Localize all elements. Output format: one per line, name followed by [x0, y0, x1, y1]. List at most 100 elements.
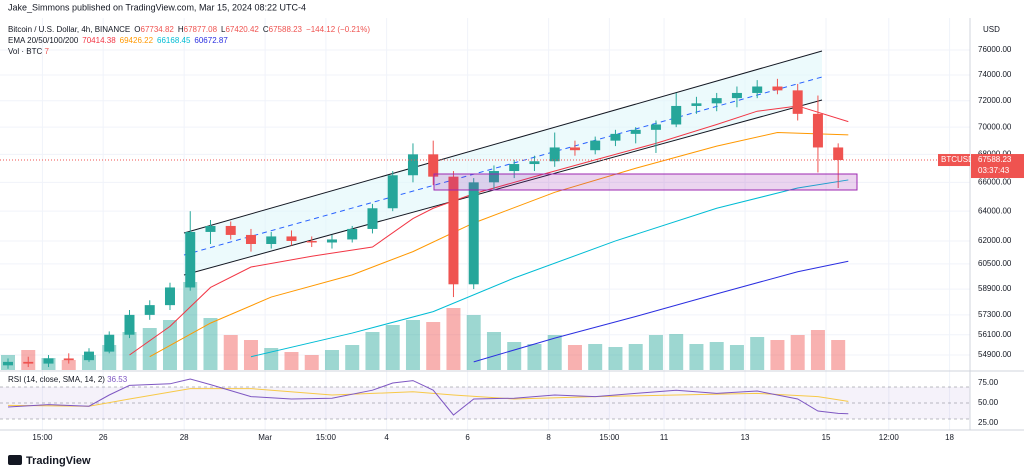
ohlc-value: 67420.42: [225, 25, 259, 34]
x-tick-label: 26: [99, 433, 108, 442]
rsi-pane: [0, 378, 970, 420]
candle-body: [205, 225, 216, 232]
ema-value: 69426.22: [120, 36, 154, 45]
candle-body: [245, 234, 256, 244]
candle-body: [590, 140, 601, 151]
candle-body: [772, 86, 783, 91]
x-tick-label: 12:00: [879, 433, 900, 442]
y-tick-label: 58900.00: [978, 284, 1012, 293]
volume-bar: [527, 344, 542, 370]
y-tick-label: 62000.00: [978, 236, 1012, 245]
volume-bar: [689, 344, 704, 370]
volume-bar: [507, 342, 522, 370]
volume-bar: [729, 345, 744, 370]
candle-body: [448, 176, 459, 285]
candle-body: [488, 171, 499, 183]
ohlc-value: 67734.82: [141, 25, 175, 34]
ohlc-key: H: [178, 25, 184, 34]
volume-bar: [142, 328, 157, 370]
candle-body: [671, 105, 682, 125]
x-tick-label: 8: [546, 433, 551, 442]
currency: USD: [983, 25, 1000, 34]
candle-body: [43, 358, 54, 364]
candle-body: [569, 147, 580, 151]
symbol-label: BTCUSD: [941, 155, 974, 164]
rsi-line: [7, 378, 849, 416]
volume-bar: [547, 335, 562, 370]
volume-bar: [264, 348, 279, 370]
brand-logo: [8, 455, 22, 465]
volume-bar: [588, 344, 603, 370]
price-tag-countdown: 03:37:43: [978, 166, 1010, 175]
candle-body: [387, 175, 398, 209]
candle-body: [124, 314, 135, 335]
volume-bar: [486, 332, 501, 370]
candle-body: [691, 103, 702, 106]
candle-body: [23, 361, 34, 364]
volume-bar: [61, 360, 76, 370]
candle-body: [833, 147, 844, 161]
candle-body: [367, 208, 378, 229]
legend-ohlc: Bitcoin / U.S. Dollar, 4h, BINANCE O67734…: [8, 25, 370, 34]
publisher: Jake_Simmons published on TradingView.co…: [8, 2, 306, 12]
x-tick-label: Mar: [258, 433, 272, 442]
rsi-line: [7, 388, 849, 407]
ohlc-key: C: [263, 25, 269, 34]
volume-bar: [284, 352, 299, 370]
legend-title: Bitcoin / U.S. Dollar, 4h, BINANCE: [8, 25, 130, 34]
drawings: [183, 50, 823, 276]
x-tick-label: 28: [180, 433, 189, 442]
candle-body: [812, 113, 823, 148]
candle-body: [610, 133, 621, 141]
candle-body: [549, 147, 560, 162]
candle-body: [731, 92, 742, 99]
candle-body: [185, 231, 196, 288]
volume-bar: [770, 340, 785, 370]
volume-bar: [405, 320, 420, 370]
rsi-band: [0, 387, 970, 419]
rsi-value: 36.53: [107, 375, 128, 384]
ohlc-value: 67588.23: [269, 25, 303, 34]
volume-label: Vol · BTC: [8, 47, 42, 56]
y-tick-label: 76000.00: [978, 45, 1012, 54]
candle-body: [164, 287, 175, 306]
volume-bar: [304, 355, 319, 370]
x-tick-label: 6: [465, 433, 470, 442]
ema-value: 70414.38: [82, 36, 116, 45]
rsi-tick-label: 50.00: [978, 398, 999, 407]
volume-bar: [203, 318, 218, 370]
candle-body: [428, 154, 439, 177]
price-tag: [971, 154, 1024, 179]
channel-lower: [183, 99, 823, 276]
candle-body: [529, 161, 540, 165]
volume-bar: [669, 334, 684, 370]
candle-body: [266, 236, 277, 244]
volume-bar: [648, 335, 663, 370]
rsi-title: RSI (14, close, SMA, 14, 2): [8, 375, 105, 384]
candle-body: [2, 361, 13, 366]
candle-body: [306, 240, 317, 243]
ohlc-key: L: [221, 25, 226, 34]
volume-bar: [365, 332, 380, 370]
y-tick-label: 74000.00: [978, 70, 1012, 79]
y-tick-label: 64000.00: [978, 206, 1012, 215]
candle-body: [83, 351, 94, 361]
channel-mid: [183, 76, 823, 256]
ohlc-value: 67877.08: [184, 25, 218, 34]
ohlc-key: O: [134, 25, 140, 34]
support-zone: [433, 173, 858, 191]
legend-volume: Vol · BTC 7: [8, 47, 49, 56]
candle-body: [630, 129, 641, 134]
candle-body: [752, 86, 763, 93]
grid: [0, 18, 970, 430]
volume-bar: [831, 340, 846, 370]
price-tag-value: 67588.23: [978, 155, 1012, 164]
volume-bar: [466, 315, 481, 370]
candle-body: [792, 90, 803, 114]
change: −144.12 (−0.21%): [306, 25, 370, 34]
volume-bar: [628, 344, 643, 370]
volume-bar: [324, 350, 339, 370]
symbol-tag: [938, 154, 970, 167]
legend-rsi: RSI (14, close, SMA, 14, 2) 36.53: [8, 375, 128, 384]
volume-setting: 7: [44, 47, 49, 56]
